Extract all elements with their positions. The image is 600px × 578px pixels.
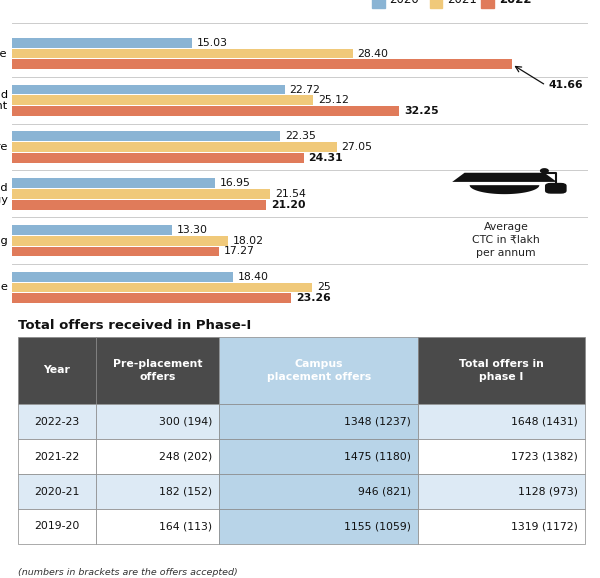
Text: Year: Year [43,365,70,375]
Text: Total offers received in Phase-I: Total offers received in Phase-I [18,319,251,332]
Text: 1348 (1237): 1348 (1237) [344,417,411,427]
FancyBboxPatch shape [418,439,585,474]
FancyBboxPatch shape [220,509,418,544]
Text: 2022-23: 2022-23 [34,417,79,427]
Text: 18.02: 18.02 [233,236,264,246]
FancyBboxPatch shape [220,336,418,404]
FancyBboxPatch shape [18,509,95,544]
Bar [372,0,385,8]
FancyBboxPatch shape [18,404,95,439]
Text: 248 (202): 248 (202) [159,451,212,462]
FancyBboxPatch shape [220,439,418,474]
FancyBboxPatch shape [95,439,220,474]
Polygon shape [452,173,557,182]
Text: 17.27: 17.27 [224,246,255,257]
Text: 2019-20: 2019-20 [34,521,79,531]
Text: 1648 (1431): 1648 (1431) [511,417,578,427]
Text: 2020: 2020 [389,0,419,6]
Text: 32.25: 32.25 [404,106,439,116]
Text: 300 (194): 300 (194) [159,417,212,427]
FancyBboxPatch shape [418,404,585,439]
Text: (numbers in brackets are the offers accepted): (numbers in brackets are the offers acce… [18,568,238,577]
FancyBboxPatch shape [95,474,220,509]
FancyBboxPatch shape [220,404,418,439]
Text: 1319 (1172): 1319 (1172) [511,521,578,531]
Text: 24.31: 24.31 [308,153,343,163]
Bar [12,142,337,152]
FancyBboxPatch shape [18,439,95,474]
Bar [12,225,172,235]
Circle shape [541,169,548,173]
Text: 1475 (1180): 1475 (1180) [344,451,411,462]
Text: 2021: 2021 [447,0,477,6]
FancyBboxPatch shape [545,183,566,194]
Bar [12,131,280,141]
Bar [12,283,312,292]
Text: 41.66: 41.66 [548,80,583,90]
FancyBboxPatch shape [220,474,418,509]
FancyBboxPatch shape [418,474,585,509]
Text: 946 (821): 946 (821) [358,487,411,497]
Text: Average
CTC in ₹lakh
per annum: Average CTC in ₹lakh per annum [472,222,540,258]
Text: 27.05: 27.05 [341,142,373,152]
FancyBboxPatch shape [95,336,220,404]
Text: 21.54: 21.54 [275,189,306,199]
Text: 2021-22: 2021-22 [34,451,79,462]
FancyBboxPatch shape [418,336,585,404]
FancyBboxPatch shape [95,404,220,439]
FancyBboxPatch shape [18,474,95,509]
Bar [12,84,284,94]
Text: 1128 (973): 1128 (973) [518,487,578,497]
Bar [12,189,271,199]
Text: Campus
placement offers: Campus placement offers [266,359,371,381]
Bar [12,272,233,281]
Bar [430,0,442,8]
Text: 21.20: 21.20 [271,199,306,210]
Bar [12,38,193,47]
Bar [12,200,266,210]
Text: 2020-21: 2020-21 [34,487,79,497]
Text: 23.26: 23.26 [296,293,331,303]
Text: 25: 25 [317,283,331,292]
Bar [12,60,512,69]
Bar [12,236,228,246]
Text: 1155 (1059): 1155 (1059) [344,521,411,531]
Polygon shape [470,185,539,194]
Text: Total offers in
phase I: Total offers in phase I [459,359,544,381]
Text: 22.72: 22.72 [289,84,320,95]
Text: 22.35: 22.35 [285,131,316,142]
Text: 164 (113): 164 (113) [160,521,212,531]
Text: 18.40: 18.40 [238,272,269,281]
Bar [12,153,304,163]
Bar [12,293,291,303]
Text: 13.30: 13.30 [176,225,208,235]
Bar [12,246,219,256]
Bar [12,49,353,58]
Text: Pre-placement
offers: Pre-placement offers [113,359,202,381]
Bar [12,178,215,188]
Bar [12,106,399,116]
Bar [12,95,313,105]
Bar [481,0,494,8]
FancyBboxPatch shape [95,509,220,544]
Text: 2022: 2022 [499,0,531,6]
Text: 15.03: 15.03 [197,38,228,48]
Text: 16.95: 16.95 [220,178,251,188]
FancyBboxPatch shape [418,509,585,544]
Text: 182 (152): 182 (152) [160,487,212,497]
Text: 1723 (1382): 1723 (1382) [511,451,578,462]
FancyBboxPatch shape [18,336,95,404]
Text: 28.40: 28.40 [358,49,389,58]
Text: 25.12: 25.12 [318,95,349,105]
